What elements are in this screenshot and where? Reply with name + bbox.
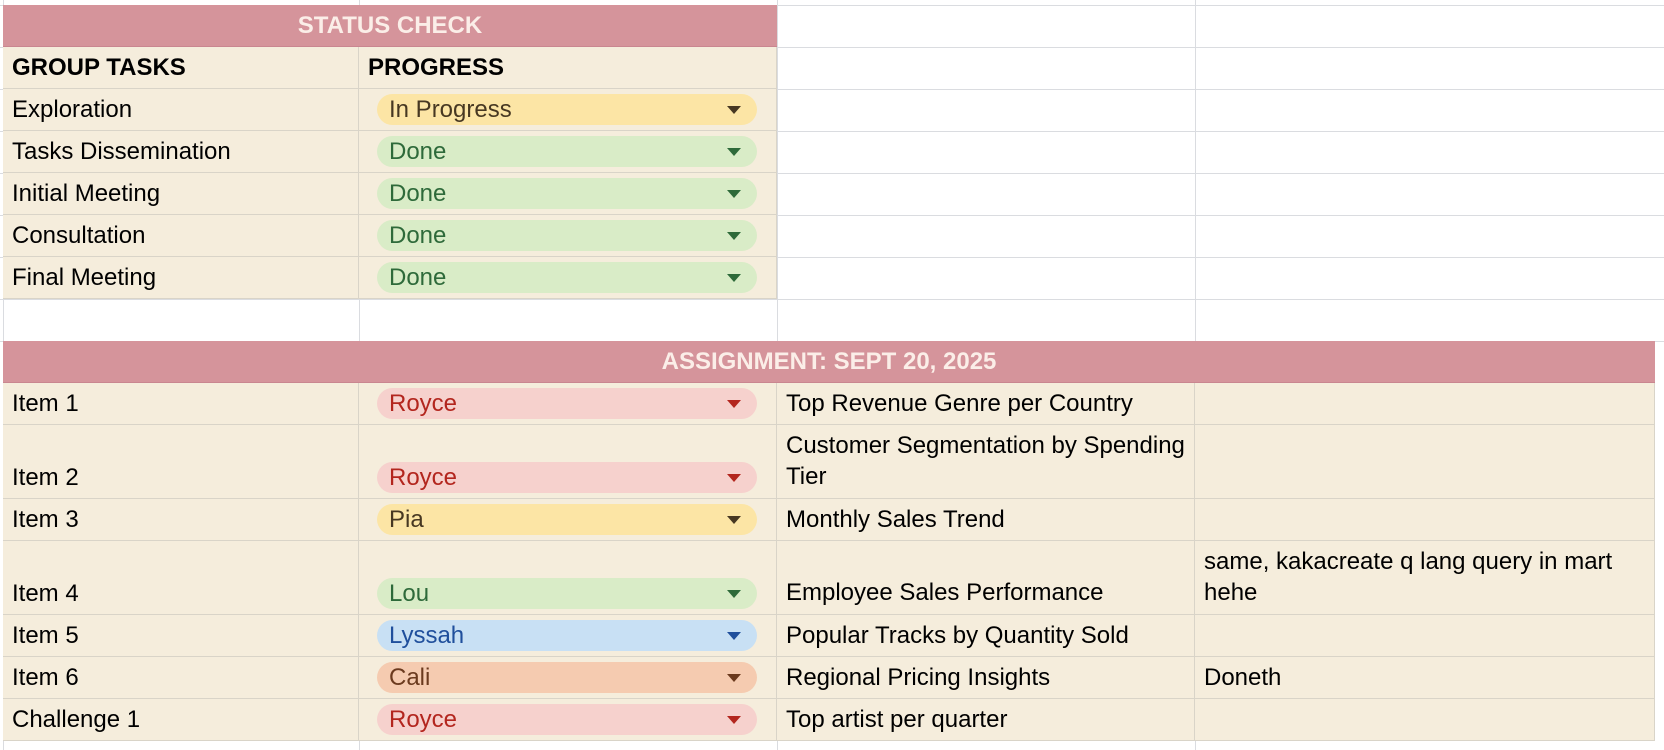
note-cell[interactable] <box>1195 615 1655 657</box>
dropdown-chip-assignee[interactable]: Lou <box>377 578 757 609</box>
task-name-cell[interactable]: Initial Meeting <box>3 173 359 215</box>
description-cell[interactable]: Popular Tracks by Quantity Sold <box>777 615 1195 657</box>
dropdown-arrow-icon[interactable] <box>727 515 741 524</box>
dropdown-chip-assignee[interactable]: Cali <box>377 662 757 693</box>
column-header-progress: PROGRESS <box>359 47 777 89</box>
assignment-item-cell[interactable]: Item 2 <box>3 425 359 499</box>
note-cell[interactable] <box>1195 425 1655 499</box>
dropdown-arrow-icon[interactable] <box>727 147 741 156</box>
chip-label: Lyssah <box>389 621 465 649</box>
dropdown-chip-assignee[interactable]: Royce <box>377 704 757 735</box>
description-cell[interactable]: Monthly Sales Trend <box>777 499 1195 541</box>
dropdown-arrow-icon[interactable] <box>727 273 741 282</box>
assignment-item-cell[interactable]: Item 3 <box>3 499 359 541</box>
chip-label: Done <box>389 263 447 291</box>
dropdown-arrow-icon[interactable] <box>727 399 741 408</box>
assignment-item-cell[interactable]: Item 6 <box>3 657 359 699</box>
note-cell[interactable] <box>1195 383 1655 425</box>
dropdown-chip-progress[interactable]: In Progress <box>377 94 757 125</box>
assignment-item-cell[interactable]: Item 5 <box>3 615 359 657</box>
grid-line <box>0 173 1664 174</box>
dropdown-chip-assignee[interactable]: Lyssah <box>377 620 757 651</box>
grid-line <box>0 47 1664 48</box>
grid-line <box>0 89 1664 90</box>
grid-line <box>0 5 1664 6</box>
description-cell[interactable]: Top artist per quarter <box>777 699 1195 741</box>
grid-line <box>0 215 1664 216</box>
dropdown-arrow-icon[interactable] <box>727 715 741 724</box>
note-cell[interactable]: same, kakacreate q lang query in mart he… <box>1195 541 1655 615</box>
dropdown-chip-progress[interactable]: Done <box>377 262 757 293</box>
chip-label: Done <box>389 179 447 207</box>
chip-label: Pia <box>389 505 424 533</box>
dropdown-chip-assignee[interactable]: Pia <box>377 504 757 535</box>
task-name-cell[interactable]: Consultation <box>3 215 359 257</box>
chip-label: Cali <box>389 663 431 691</box>
note-cell[interactable]: Doneth <box>1195 657 1655 699</box>
assignment-title: ASSIGNMENT: SEPT 20, 2025 <box>3 341 1655 383</box>
task-name-cell[interactable]: Tasks Dissemination <box>3 131 359 173</box>
dropdown-chip-assignee[interactable]: Royce <box>377 462 757 493</box>
description-cell[interactable]: Employee Sales Performance <box>777 541 1195 615</box>
description-cell[interactable]: Regional Pricing Insights <box>777 657 1195 699</box>
description-cell[interactable]: Customer Segmentation by Spending Tier <box>777 425 1195 499</box>
chip-label: Lou <box>389 579 430 607</box>
dropdown-arrow-icon[interactable] <box>727 473 741 482</box>
assignment-item-cell[interactable]: Item 1 <box>3 383 359 425</box>
note-cell[interactable] <box>1195 699 1655 741</box>
dropdown-arrow-icon[interactable] <box>727 105 741 114</box>
assignment-item-cell[interactable]: Item 4 <box>3 541 359 615</box>
description-cell[interactable]: Top Revenue Genre per Country <box>777 383 1195 425</box>
task-name-cell[interactable]: Exploration <box>3 89 359 131</box>
dropdown-chip-progress[interactable]: Done <box>377 136 757 167</box>
column-header-group-tasks: GROUP TASKS <box>3 47 359 89</box>
grid-line <box>0 299 1664 300</box>
chip-label: Royce <box>389 463 458 491</box>
chip-label: In Progress <box>389 95 512 123</box>
dropdown-arrow-icon[interactable] <box>727 189 741 198</box>
dropdown-arrow-icon[interactable] <box>727 589 741 598</box>
dropdown-chip-progress[interactable]: Done <box>377 220 757 251</box>
chip-label: Royce <box>389 389 458 417</box>
task-name-cell[interactable]: Final Meeting <box>3 257 359 299</box>
assignment-item-cell[interactable]: Challenge 1 <box>3 699 359 741</box>
chip-label: Done <box>389 137 447 165</box>
chip-label: Done <box>389 221 447 249</box>
dropdown-arrow-icon[interactable] <box>727 673 741 682</box>
dropdown-arrow-icon[interactable] <box>727 231 741 240</box>
note-cell[interactable] <box>1195 499 1655 541</box>
dropdown-chip-progress[interactable]: Done <box>377 178 757 209</box>
dropdown-chip-assignee[interactable]: Royce <box>377 388 757 419</box>
grid-line <box>0 131 1664 132</box>
status-check-title: STATUS CHECK <box>3 5 777 47</box>
grid-line <box>0 257 1664 258</box>
chip-label: Royce <box>389 705 458 733</box>
dropdown-arrow-icon[interactable] <box>727 631 741 640</box>
